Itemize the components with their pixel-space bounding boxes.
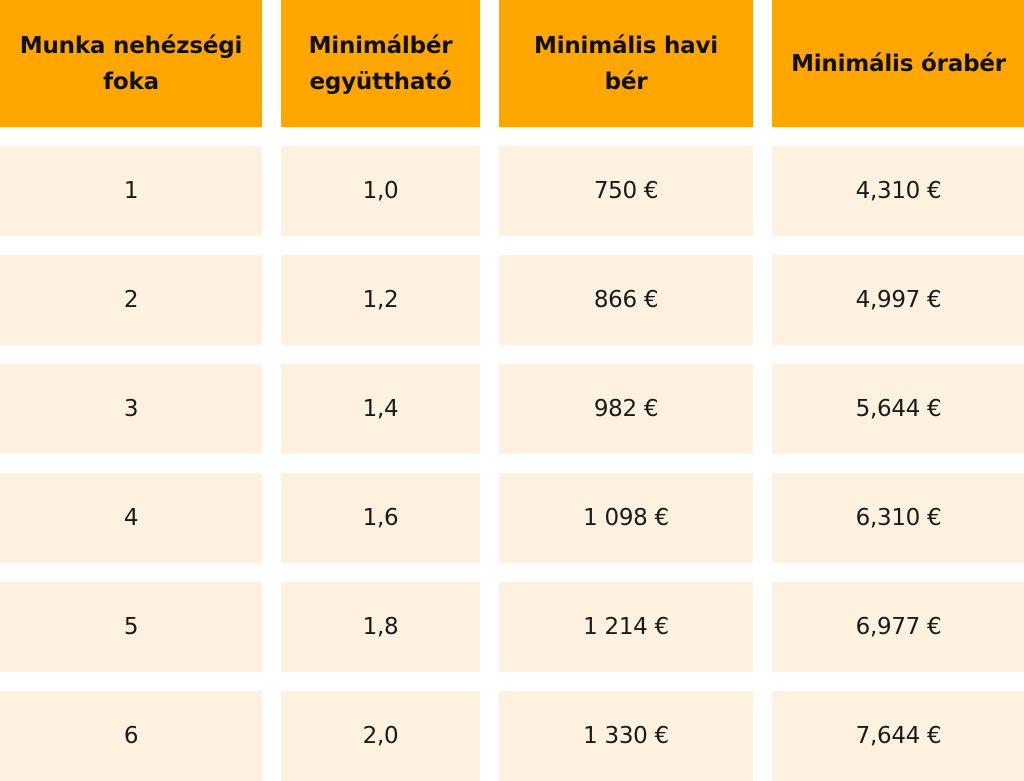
cell-hourly-wage: 6,310 € — [772, 473, 1024, 563]
cell-difficulty-level: 6 — [0, 691, 262, 781]
cell-hourly-wage: 6,977 € — [772, 582, 1024, 672]
cell-hourly-wage: 7,644 € — [772, 691, 1024, 781]
header-coefficient: Minimálbér együttható — [281, 0, 480, 127]
cell-coefficient: 1,8 — [281, 582, 480, 672]
cell-coefficient: 1,0 — [281, 146, 480, 236]
cell-monthly-wage: 1 214 € — [499, 582, 753, 672]
cell-monthly-wage: 1 098 € — [499, 473, 753, 563]
cell-coefficient: 1,2 — [281, 255, 480, 345]
cell-coefficient: 2,0 — [281, 691, 480, 781]
cell-monthly-wage: 1 330 € — [499, 691, 753, 781]
cell-coefficient: 1,6 — [281, 473, 480, 563]
cell-hourly-wage: 4,310 € — [772, 146, 1024, 236]
cell-monthly-wage: 866 € — [499, 255, 753, 345]
cell-monthly-wage: 750 € — [499, 146, 753, 236]
header-hourly-wage: Minimális órabér — [772, 0, 1024, 127]
cell-hourly-wage: 4,997 € — [772, 255, 1024, 345]
cell-difficulty-level: 5 — [0, 582, 262, 672]
cell-monthly-wage: 982 € — [499, 364, 753, 454]
cell-hourly-wage: 5,644 € — [772, 364, 1024, 454]
header-monthly-wage: Minimális havi bér — [499, 0, 753, 127]
cell-difficulty-level: 4 — [0, 473, 262, 563]
cell-difficulty-level: 2 — [0, 255, 262, 345]
cell-difficulty-level: 1 — [0, 146, 262, 236]
header-difficulty-level: Munka nehézségi foka — [0, 0, 262, 127]
cell-coefficient: 1,4 — [281, 364, 480, 454]
cell-difficulty-level: 3 — [0, 364, 262, 454]
